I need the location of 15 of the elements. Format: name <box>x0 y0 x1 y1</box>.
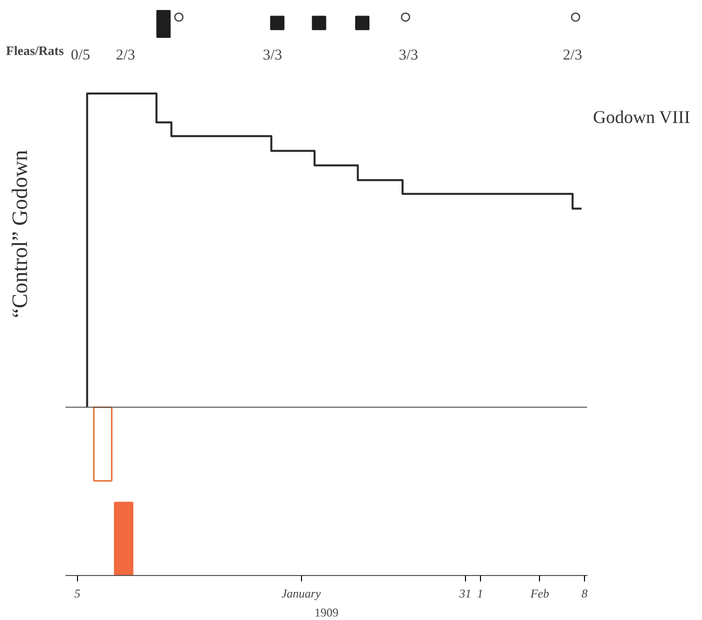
text: Godown VIII <box>593 106 692 129</box>
x-tick-label: 1 <box>477 586 484 600</box>
x-tick-label: 8 <box>582 586 588 600</box>
text: Fleas/Rats <box>6 42 64 60</box>
annotation: 2/3 <box>116 48 136 64</box>
x-tick-label: 5 <box>74 586 80 600</box>
x-tick-label: 31 <box>458 586 472 600</box>
annotation: 0/5 <box>70 48 90 64</box>
y-axis-title: “Control” Godown <box>6 150 33 318</box>
x-tick-label: Feb <box>529 586 550 600</box>
x-tick-label: January <box>281 586 322 600</box>
annotation: 3/3 <box>398 48 418 64</box>
annotation: 3/3 <box>262 48 282 64</box>
annotation: 2/3 <box>562 48 582 64</box>
x-axis-title: 1909 <box>314 606 338 620</box>
